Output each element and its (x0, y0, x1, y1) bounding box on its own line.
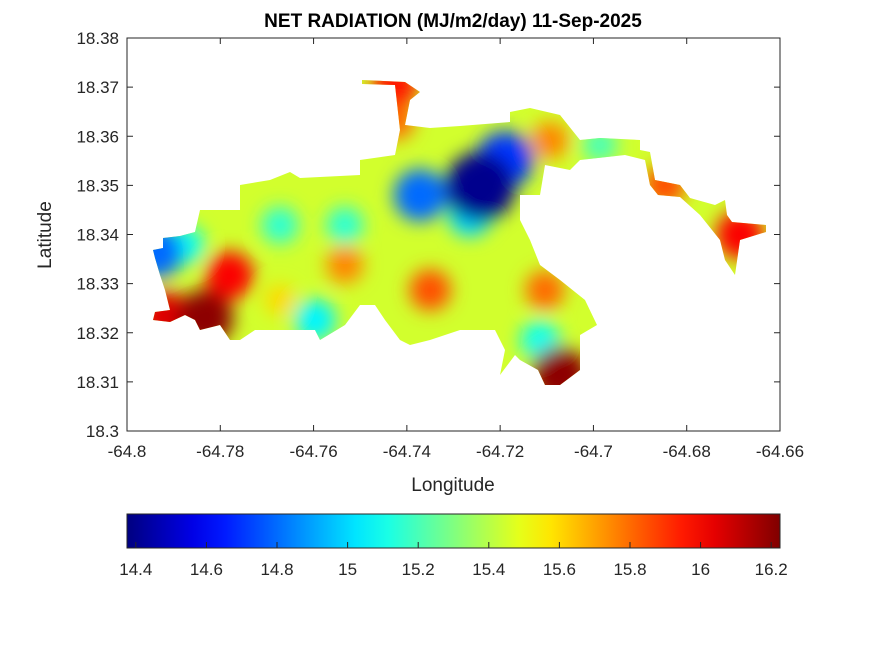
y-axis-label: Latitude (35, 201, 56, 269)
heatmap-point (531, 121, 569, 159)
y-tick-label: 18.36 (76, 127, 119, 146)
colorbar-tick-label: 16 (691, 560, 710, 579)
colorbar-tick-label: 15 (338, 560, 357, 579)
y-tick-label: 18.38 (76, 29, 119, 48)
chart-title: NET RADIATION (MJ/m2/day) 11-Sep-2025 (264, 11, 642, 32)
x-axis-label: Longitude (411, 475, 494, 496)
colorbar-tick-label: 15.2 (402, 560, 435, 579)
x-tick-label: -64.74 (383, 442, 431, 461)
y-tick-label: 18.3 (86, 422, 119, 441)
x-tick-label: -64.8 (108, 442, 147, 461)
heatmap-point (326, 206, 364, 244)
heatmap-point (531, 346, 589, 385)
colorbar-tick-label: 15.4 (472, 560, 505, 579)
y-tick-label: 18.35 (76, 176, 119, 195)
x-tick-label: -64.7 (574, 442, 613, 461)
heatmap-point (525, 270, 565, 310)
colorbar-tick-label: 15.6 (543, 560, 576, 579)
y-tick-label: 18.31 (76, 373, 119, 392)
heatmap-point (444, 151, 516, 222)
x-tick-label: -64.76 (289, 442, 337, 461)
colorbar-tick-label: 14.4 (119, 560, 152, 579)
x-tick-label: -64.72 (476, 442, 524, 461)
heatmap-point (264, 284, 296, 316)
colorbar-tick-label: 14.8 (260, 560, 293, 579)
heatmap-point (393, 168, 447, 222)
heatmap-point (205, 251, 254, 300)
y-tick-label: 18.34 (76, 226, 119, 245)
colorbar-tick-label: 14.6 (190, 560, 223, 579)
y-tick-label: 18.37 (76, 78, 119, 97)
x-tick-label: -64.66 (756, 442, 804, 461)
heatmap-point (261, 206, 299, 244)
x-tick-label: -64.78 (196, 442, 244, 461)
colorbar (126, 513, 781, 549)
y-tick-label: 18.33 (76, 275, 119, 294)
colorbar-tick-label: 15.8 (613, 560, 646, 579)
heatmap-point (409, 269, 451, 311)
heatmap-point (153, 225, 184, 279)
x-tick-label: -64.68 (663, 442, 711, 461)
y-tick-label: 18.32 (76, 324, 119, 343)
colorbar-tick-label: 16.2 (755, 560, 788, 579)
heatmap-point (326, 246, 364, 284)
